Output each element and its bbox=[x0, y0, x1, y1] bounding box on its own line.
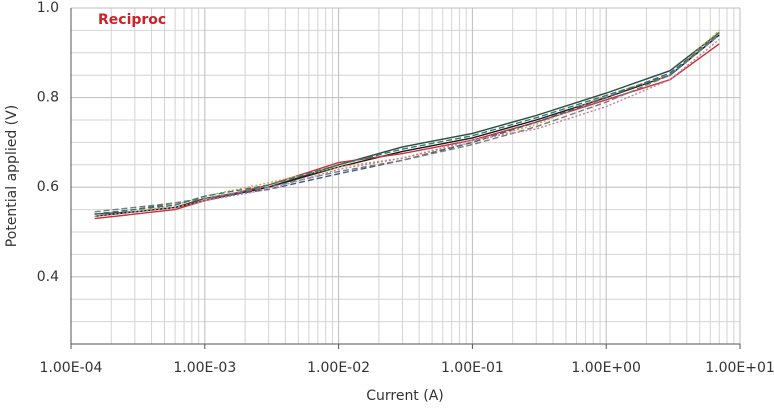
x-axis-label: Current (A) bbox=[366, 388, 444, 404]
x-tick-label: 1.00E+00 bbox=[571, 360, 641, 376]
series-line bbox=[94, 34, 720, 213]
x-tick-label: 1.00E-03 bbox=[173, 360, 236, 376]
y-tick-label: 1.0 bbox=[37, 0, 59, 16]
x-tick-label: 1.00E+01 bbox=[705, 360, 774, 376]
annotation: Reciproc bbox=[98, 12, 166, 28]
x-tick-label: 1.00E-02 bbox=[307, 360, 370, 376]
y-tick-label: 0.4 bbox=[37, 269, 59, 285]
series-line bbox=[94, 43, 720, 220]
x-tick-label: 1.00E-04 bbox=[40, 360, 103, 376]
series-line bbox=[94, 38, 720, 217]
series-line bbox=[94, 34, 720, 217]
y-tick-label: 0.6 bbox=[37, 179, 59, 195]
y-axis-label: Potential applied (V) bbox=[4, 105, 20, 247]
y-tick-label: 0.8 bbox=[37, 90, 59, 106]
series-line bbox=[94, 29, 720, 217]
series-line bbox=[94, 32, 720, 215]
x-tick-label: 1.00E-01 bbox=[441, 360, 504, 376]
